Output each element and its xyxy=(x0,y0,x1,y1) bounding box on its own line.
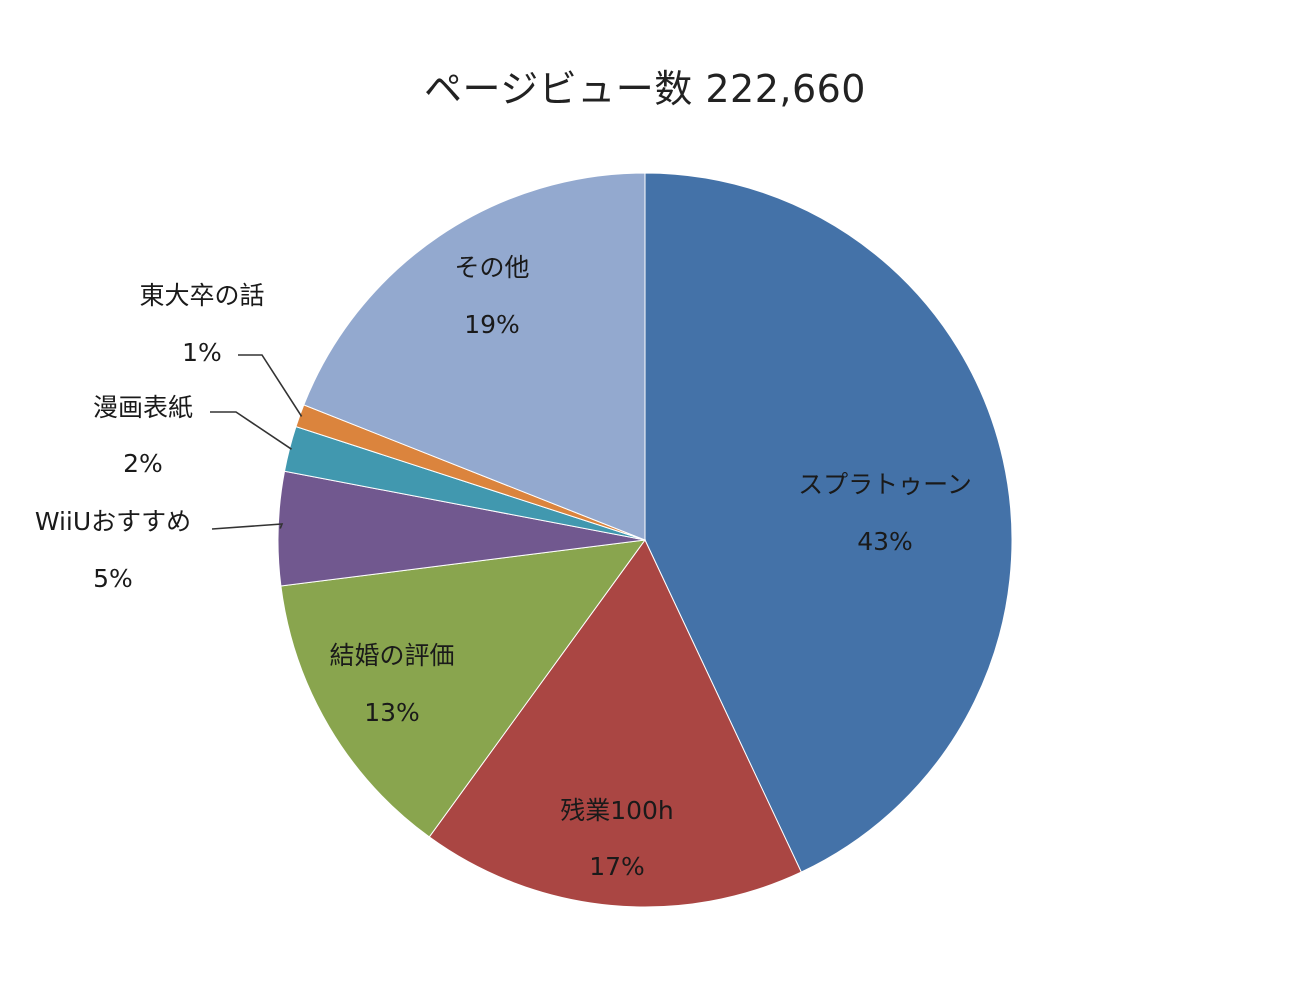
chart-title: ページビュー数 222,660 xyxy=(424,67,866,111)
leader-line xyxy=(210,411,292,450)
slice-percent-label: 2% xyxy=(123,449,163,478)
slice-percent-label: 17% xyxy=(589,852,645,881)
slice-name-label: WiiUおすすめ xyxy=(35,507,191,536)
pie-slices xyxy=(277,172,1013,908)
slice-percent-label: 43% xyxy=(857,527,913,556)
slice-name-label: 残業100h xyxy=(560,796,674,825)
pie-labels: スプラトゥーン 43% 残業100h 17% 結婚の評価 13% WiiUおすすめ 5% 漫画表… xyxy=(35,253,972,881)
slice-percent-label: 5% xyxy=(93,564,133,593)
pie-slice-7 xyxy=(303,172,646,541)
slice-name-label: 結婚の評価 xyxy=(329,641,454,670)
slice-name-label: スプラトゥーン xyxy=(798,470,972,499)
pie-slice-2 xyxy=(428,539,802,908)
leader-line xyxy=(238,354,303,417)
slice-name-label: 東大卒の話 xyxy=(139,281,264,310)
slice-percent-label: 13% xyxy=(364,698,420,727)
slice-percent-label: 19% xyxy=(464,310,520,339)
pie-slice-1 xyxy=(644,172,1013,873)
slice-name-label: その他 xyxy=(454,253,529,282)
leader-line xyxy=(211,523,284,530)
slice-name-label: 漫画表紙 xyxy=(93,393,193,422)
slice-percent-label: 1% xyxy=(182,338,222,367)
pie-slice-3 xyxy=(280,539,647,838)
